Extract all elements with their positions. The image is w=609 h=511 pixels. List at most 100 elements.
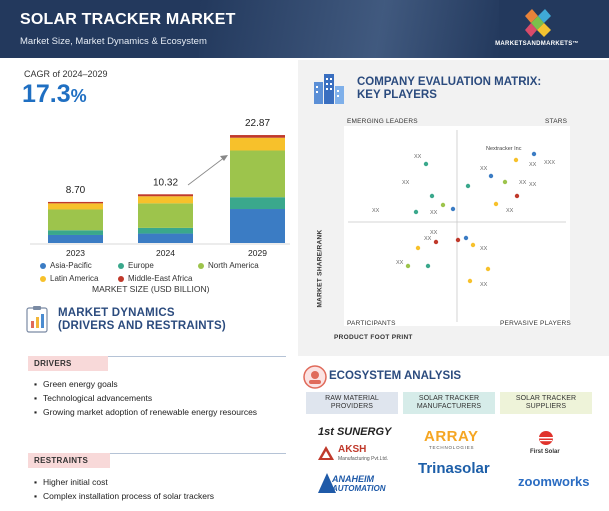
column-label: PROVIDERS	[330, 403, 374, 410]
matrix-company-point	[415, 245, 421, 251]
legend-europe: Europe	[118, 261, 154, 270]
matrix-title-line2: KEY PLAYERS	[357, 89, 437, 101]
divider	[28, 356, 286, 357]
matrix-point-label: XX	[402, 180, 410, 186]
first-solar-name: First Solar	[530, 449, 560, 455]
anaheim-mark-icon	[318, 473, 336, 493]
matrix-point-label: XX	[372, 208, 380, 214]
chart-x-axis-label: MARKET SIZE (USD BILLION)	[92, 284, 210, 294]
bar-segment-2024-middle-east-africa	[138, 194, 193, 197]
bar-segment-2024-europe	[138, 227, 193, 234]
matrix-company-point	[493, 201, 499, 207]
dynamics-title-line2: (DRIVERS AND RESTRAINTS)	[58, 320, 226, 332]
matrix-x-axis-label: PRODUCT FOOT PRINT	[334, 334, 413, 341]
growth-arrow-head	[220, 155, 228, 161]
legend-label: Middle-East Africa	[128, 274, 193, 283]
ecosystem-column-raw-material: RAW MATERIAL PROVIDERS	[306, 392, 398, 414]
matrix-point-label: XX	[519, 180, 527, 186]
bar-segment-2024-north-america	[138, 203, 193, 228]
matrix-company-point	[425, 263, 431, 269]
header-decoration	[199, 0, 499, 58]
legend-latin-america: Latin America	[40, 274, 98, 283]
legend-swatch	[40, 262, 46, 269]
legend-north-america: North America	[198, 261, 259, 270]
brand-first-solar: First Solar	[528, 430, 568, 460]
bar-segment-2029-latin-america	[230, 137, 285, 151]
driver-item: Growing market adoption of renewable ene…	[34, 407, 257, 417]
legend-swatch	[40, 275, 46, 282]
bar-segment-2029-middle-east-africa	[230, 135, 285, 138]
matrix-company-point	[502, 179, 508, 185]
matrix-points: XXXXXXXXXXXXXXXXXXXXXXXXXXXXXXXNextracke…	[372, 146, 555, 288]
column-label: SOLAR TRACKER	[418, 395, 480, 402]
brand-1st-sunergy: 1st SUNERGY	[318, 426, 392, 438]
legend-label: Asia-Pacific	[50, 261, 92, 270]
bar-total-label-2023: 8.70	[66, 185, 86, 196]
ecosystem-title: ECOSYSTEM ANALYSIS	[329, 370, 462, 382]
restraint-item: Complex installation process of solar tr…	[34, 491, 214, 501]
matrix-point-label: XXX	[544, 160, 555, 166]
quadrant-pervasive-players: PERVASIVE PLAYERS	[500, 320, 571, 327]
anaheim-name: ANAHEIM	[332, 474, 374, 484]
logo-wordmark: MARKETSANDMARKETS™	[495, 41, 579, 47]
aksh-name: AKSH	[338, 444, 367, 455]
anaheim-subtext: AUTOMATION	[332, 484, 386, 493]
legend-swatch	[118, 262, 124, 269]
first-solar-mark-icon	[539, 431, 553, 445]
matrix-point-label: XX	[506, 208, 514, 214]
marketsandmarkets-logo	[525, 9, 551, 37]
legend-label: Latin America	[50, 274, 99, 283]
ecosystem-column-manufacturers: SOLAR TRACKER MANUFACTURERS	[403, 392, 495, 414]
matrix-company-point	[514, 193, 520, 199]
bar-segment-2023-north-america	[48, 209, 103, 231]
matrix-highlight-label: Nextracker Inc	[486, 146, 522, 152]
legend-asia-pacific: Asia-Pacific	[40, 261, 92, 270]
bar-segment-2024-asia-pacific	[138, 233, 193, 243]
matrix-point-label: XX	[480, 246, 488, 252]
brand-aksh: AKSH Manufacturing Pvt.Ltd.	[318, 444, 398, 466]
matrix-company-point	[513, 157, 519, 163]
driver-item: Technological advancements	[34, 393, 152, 403]
bar-segment-2023-europe	[48, 230, 103, 235]
bar-segment-2023-latin-america	[48, 203, 103, 210]
x-tick-label-2024: 2024	[156, 248, 175, 258]
legend-middle-east-africa: Middle-East Africa	[118, 274, 192, 283]
matrix-point-label: XX	[480, 166, 488, 172]
bar-total-label-2029: 22.87	[245, 118, 270, 129]
matrix-company-point	[405, 263, 411, 269]
column-label: SUPPLIERS	[525, 403, 567, 410]
brand-anaheim-automation: ANAHEIM AUTOMATION	[318, 472, 398, 496]
x-tick-label-2029: 2029	[248, 248, 267, 258]
matrix-company-point	[450, 206, 456, 212]
market-size-chart: 8.70 2023 10.32 2024 22.87 2029	[30, 118, 290, 258]
page-title: SOLAR TRACKER MARKET	[20, 11, 236, 28]
bar-segment-2029-asia-pacific	[230, 209, 285, 243]
column-label: SOLAR TRACKER	[515, 395, 577, 402]
market-dynamics-title: MARKET DYNAMICS (DRIVERS AND RESTRAINTS)	[58, 307, 226, 333]
quadrant-participants: PARTICIPANTS	[347, 320, 396, 327]
array-subtext: TECHNOLOGIES	[429, 445, 475, 450]
matrix-company-point	[470, 242, 476, 248]
matrix-plot: XXXXXXXXXXXXXXXXXXXXXXXXXXXXXXXNextracke…	[348, 130, 566, 322]
matrix-company-point	[463, 235, 469, 241]
column-label: RAW MATERIAL	[325, 395, 379, 402]
matrix-company-point	[413, 209, 419, 215]
matrix-y-axis-label: MARKET SHARE/RANK	[316, 229, 324, 308]
cagr-unit: %	[70, 86, 87, 106]
restraint-item: Higher initial cost	[34, 477, 108, 487]
brand-zoomworks: zoomworks	[518, 474, 590, 489]
growth-arrow	[187, 156, 226, 186]
ecosystem-icon	[303, 365, 327, 389]
matrix-title: COMPANY EVALUATION MATRIX: KEY PLAYERS	[357, 76, 541, 102]
legend-label: North America	[208, 261, 259, 270]
matrix-point-label: XX	[480, 282, 488, 288]
matrix-point-label: XX	[414, 154, 422, 160]
matrix-company-point	[485, 266, 491, 272]
restraints-tag: RESTRAINTS	[28, 453, 110, 468]
array-name: ARRAY	[424, 428, 479, 445]
dynamics-title-line1: MARKET DYNAMICS	[58, 307, 175, 319]
company-evaluation-matrix: XXX XX XX XX XX XX XX XX XX XX XX XX XX XX XX Nextracke…	[344, 126, 570, 326]
matrix-point-label: XX	[430, 230, 438, 236]
bar-segment-2024-latin-america	[138, 196, 193, 204]
aksh-mark-icon	[318, 446, 334, 460]
